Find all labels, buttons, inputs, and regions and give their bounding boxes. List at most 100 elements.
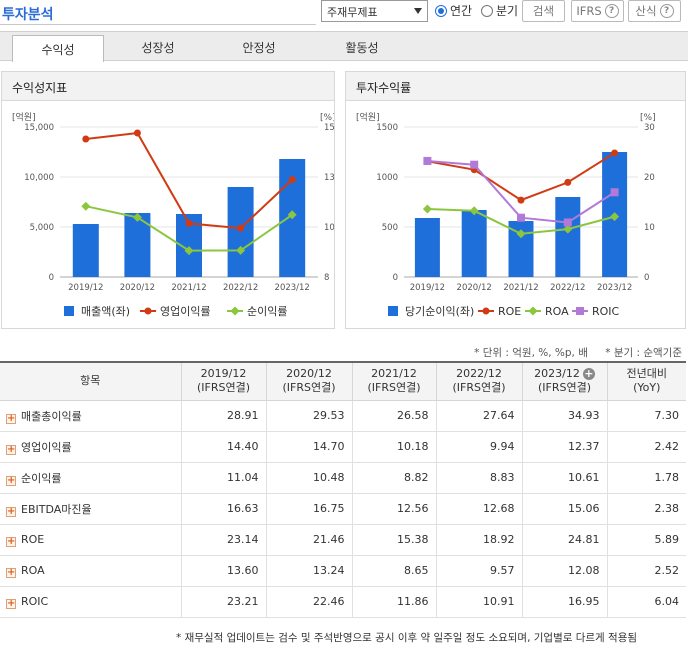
table-cell: 24.81: [521, 523, 608, 556]
x-tick-label: 2023/12: [597, 283, 632, 293]
tab-activity[interactable]: 활동성: [345, 41, 379, 55]
table-row: + ROIC 23.21 22.46 11.86 10.91 16.95 6.04: [0, 585, 686, 618]
statement-select-value: 주재무제표: [327, 6, 378, 19]
top-bar: 투자분석 주재무제표 연간 분기 검색 IFRS ? 산식 ?: [0, 0, 688, 26]
profitability-chart: [억원] [%] 15,000 15 10,000 13 5,000 10 0 8 2019/12 2…: [12, 111, 334, 318]
data-point: [564, 178, 572, 186]
legend-label: ROA: [545, 305, 569, 318]
table-row: + ROA 13.60 13.24 8.65 9.57 12.08 2.52: [0, 554, 686, 587]
legend-marker: [528, 306, 538, 316]
table-cell: 14.70: [265, 430, 353, 463]
left-tick-label: 0: [49, 273, 54, 283]
left-tick-label: 10,000: [24, 173, 54, 183]
table-cell: 2.38: [606, 492, 686, 525]
header-yoy: 전년대비 (YoY): [606, 361, 686, 401]
table-cell: 27.64: [435, 399, 523, 432]
data-point: [611, 149, 619, 157]
formula-help-button[interactable]: 산식 ?: [628, 0, 681, 22]
title-underline: [0, 24, 316, 25]
table-row: + 영업이익률 14.40 14.70 10.18 9.94 12.37 2.42: [0, 430, 686, 463]
radio-checked-icon: [435, 4, 447, 17]
table-cell: 21.46: [265, 523, 353, 556]
table-header-row: 항목 2019/12 (IFRS연결) 2020/12 (IFRS연결) 2021/…: [0, 361, 686, 401]
header-2023: 2023/12 + (IFRS연결): [521, 361, 608, 401]
table-cell: 12.68: [435, 492, 523, 525]
table-row: + 매출총이익률 28.91 29.53 26.58 27.64 34.93 7.30: [0, 399, 686, 432]
row-label[interactable]: + EBITDA마진율: [0, 492, 182, 525]
data-point: [237, 224, 245, 232]
search-button[interactable]: 검색: [522, 0, 565, 22]
expand-plus-icon[interactable]: +: [6, 474, 16, 486]
header-2020: 2020/12 (IFRS연결): [265, 361, 353, 401]
header-2019: 2019/12 (IFRS연결): [180, 361, 267, 401]
row-label[interactable]: + ROA: [0, 554, 182, 587]
table-cell: 2.42: [606, 430, 686, 463]
table-cell: 12.37: [521, 430, 608, 463]
legend-marker: [230, 306, 240, 316]
table-cell: 13.60: [180, 554, 267, 587]
x-tick-label: 2021/12: [171, 283, 206, 293]
ifrs-help-button[interactable]: IFRS ?: [571, 0, 624, 22]
table-cell: 10.61: [521, 461, 608, 494]
table-cell: 18.92: [435, 523, 523, 556]
radio-quarter[interactable]: 분기: [481, 2, 518, 19]
data-point: [288, 176, 296, 184]
expand-plus-icon[interactable]: +: [582, 367, 595, 381]
profitability-table: 항목 2019/12 (IFRS연결) 2020/12 (IFRS연결) 2021/…: [0, 361, 686, 618]
expand-plus-icon[interactable]: +: [6, 566, 16, 578]
expand-plus-icon[interactable]: +: [6, 535, 16, 547]
left-axis-unit: [억원]: [12, 111, 36, 123]
table-cell: 15.38: [351, 523, 437, 556]
row-label[interactable]: + 순이익률: [0, 461, 182, 494]
expand-plus-icon[interactable]: +: [6, 443, 16, 455]
data-point: [517, 196, 525, 204]
right-tick-label: 10: [324, 223, 334, 233]
expand-plus-icon[interactable]: +: [6, 412, 16, 424]
table-cell: 2.52: [606, 554, 686, 587]
row-label[interactable]: + ROE: [0, 523, 182, 556]
table-cell: 29.53: [265, 399, 353, 432]
expand-plus-icon[interactable]: +: [6, 505, 16, 517]
row-name: ROE: [21, 532, 45, 546]
data-point: [517, 213, 525, 222]
row-label[interactable]: + 매출총이익률: [0, 399, 182, 432]
right-axis-unit: [%]: [320, 113, 334, 123]
page-title: 투자분석: [2, 7, 54, 23]
table-cell: 11.04: [180, 461, 267, 494]
analysis-tabs: 수익성 성장성 안정성 활동성: [0, 31, 688, 62]
table-cell: 11.86: [351, 585, 437, 618]
table-cell: 8.83: [435, 461, 523, 494]
table-cell: 16.95: [521, 585, 608, 618]
data-point: [185, 219, 193, 227]
table-cell: 23.21: [180, 585, 267, 618]
expand-plus-icon[interactable]: +: [6, 597, 16, 609]
legend-label: ROIC: [592, 305, 620, 318]
data-point: [132, 212, 142, 222]
table-cell: 13.24: [265, 554, 353, 587]
data-point: [469, 206, 479, 216]
search-button-label: 검색: [532, 4, 555, 18]
table-cell: 1.78: [606, 461, 686, 494]
table-cell: 12.56: [351, 492, 437, 525]
tab-stability[interactable]: 안정성: [242, 41, 276, 55]
x-tick-label: 2022/12: [223, 283, 258, 293]
panel-title: 수익성지표: [2, 72, 334, 101]
left-tick-label: 1500: [376, 123, 398, 133]
x-tick-label: 2022/12: [550, 283, 585, 293]
x-tick-label: 2020/12: [457, 283, 492, 293]
tab-profitability[interactable]: 수익성: [12, 35, 104, 62]
data-point: [422, 204, 432, 214]
data-point: [184, 246, 194, 256]
bar: [227, 187, 254, 277]
tab-growth[interactable]: 성장성: [141, 41, 175, 55]
legend-label: 매출액(좌): [81, 305, 130, 318]
row-label[interactable]: + ROIC: [0, 585, 182, 618]
radio-annual[interactable]: 연간: [435, 2, 472, 19]
row-label[interactable]: + 영업이익률: [0, 430, 182, 463]
bar: [414, 218, 440, 277]
question-icon: ?: [659, 4, 674, 18]
table-cell: 8.82: [351, 461, 437, 494]
statement-select[interactable]: 주재무제표: [321, 0, 428, 22]
header-item: 항목: [0, 361, 182, 401]
